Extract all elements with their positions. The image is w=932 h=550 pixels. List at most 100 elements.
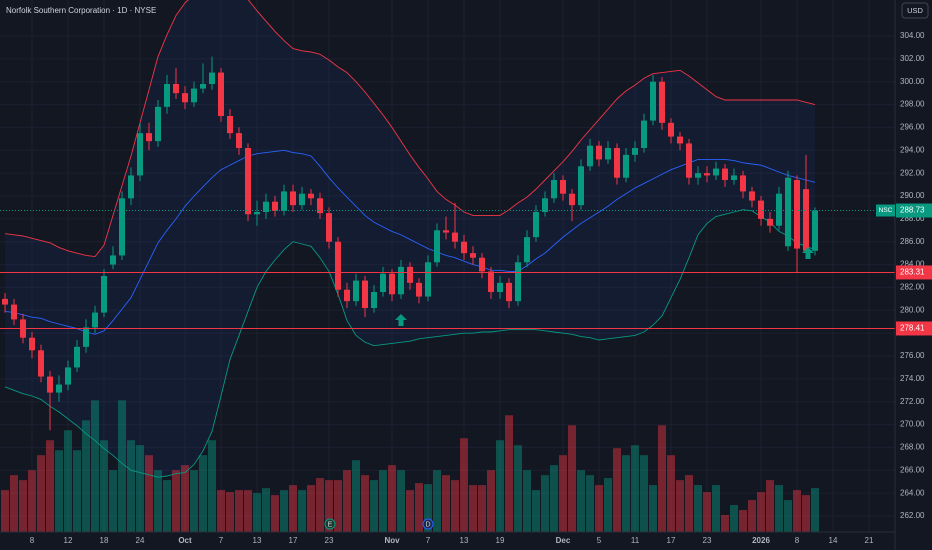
signal-arrow: [802, 247, 814, 259]
candle-body: [452, 232, 458, 242]
event-marker[interactable]: D: [422, 518, 434, 530]
volume-bar: [703, 492, 711, 532]
x-tick-label: Dec: [556, 536, 571, 545]
candle-body: [74, 346, 80, 368]
symbol-label: NSC: [879, 207, 893, 214]
candle-body: [2, 298, 8, 305]
candle-body: [317, 198, 323, 214]
x-tick-label: 18: [100, 536, 109, 545]
y-tick-label: 270.00: [900, 420, 925, 429]
candle-body: [497, 282, 503, 292]
candle-body: [254, 212, 260, 215]
candle-body: [326, 213, 332, 242]
event-marker[interactable]: E: [324, 518, 336, 530]
volume-bar: [118, 400, 126, 532]
candle-body: [308, 193, 314, 199]
y-tick-label: 288.00: [900, 214, 925, 223]
candle-body: [677, 136, 683, 144]
y-tick-label: 298.00: [900, 100, 925, 109]
candle-body: [362, 280, 368, 308]
x-tick-label: 24: [136, 536, 145, 545]
candle-body: [785, 177, 791, 247]
volume-bar: [280, 490, 288, 532]
candle-body: [479, 257, 485, 272]
candle-body: [146, 133, 152, 142]
candle-body: [740, 175, 746, 192]
y-tick-label: 282.00: [900, 283, 925, 292]
volume-bar: [766, 480, 774, 532]
volume-bar: [505, 415, 513, 532]
volume-bar: [163, 480, 171, 532]
volume-bar: [793, 490, 801, 532]
x-tick-label: 7: [426, 536, 431, 545]
volume-bar: [253, 493, 261, 532]
volume-bar: [262, 488, 270, 532]
x-tick-label: 7: [219, 536, 224, 545]
band-line: [4, 149, 816, 335]
volume-bar: [415, 483, 423, 532]
candle-body: [92, 312, 98, 328]
candle-body: [767, 218, 773, 226]
grid: [0, 0, 895, 532]
candle-body: [605, 148, 611, 160]
volume-bar: [523, 470, 531, 532]
volume-bar: [91, 400, 99, 532]
candle-body: [209, 72, 215, 84]
y-tick-label: 296.00: [900, 123, 925, 132]
candle-body: [641, 120, 647, 148]
volume-bar: [676, 480, 684, 532]
y-tick-label: 264.00: [900, 488, 925, 497]
volume-bar: [460, 438, 468, 532]
x-tick-label: 8: [795, 536, 800, 545]
candle-body: [614, 148, 620, 178]
candle-body: [713, 168, 719, 176]
volume-bar: [316, 478, 324, 532]
x-tick-label: 19: [496, 536, 505, 545]
currency-label: USD: [907, 6, 923, 15]
candle-body: [560, 180, 566, 194]
volume-bar: [298, 490, 306, 532]
volume-bar: [586, 475, 594, 532]
volume-bar: [757, 492, 765, 532]
y-tick-label: 280.00: [900, 305, 925, 314]
candle-body: [119, 198, 125, 256]
level-label-box: [896, 265, 932, 280]
y-tick-label: 268.00: [900, 443, 925, 452]
volume-bar: [109, 470, 117, 532]
y-tick-label: 300.00: [900, 77, 925, 86]
candle-body: [515, 262, 521, 302]
volume-bar: [73, 450, 81, 532]
volume-bar: [100, 440, 108, 532]
volume-bar: [541, 475, 549, 532]
candle-body: [596, 145, 602, 160]
volume-bar: [469, 485, 477, 532]
band-fill: [5, 0, 815, 478]
candle-body: [29, 337, 35, 351]
x-tick-label: 11: [631, 536, 640, 545]
band-line: [4, 209, 816, 478]
candle-body: [335, 241, 341, 290]
x-tick-label: 8: [30, 536, 35, 545]
candle-body: [668, 122, 674, 137]
candle-body: [56, 384, 62, 393]
volume-bar: [568, 425, 576, 532]
y-tick-label: 274.00: [900, 374, 925, 383]
volume-bar: [19, 480, 27, 532]
candle-body: [533, 212, 539, 238]
candle-body: [227, 116, 233, 134]
y-tick-label: 294.00: [900, 145, 925, 154]
candle-body: [272, 201, 278, 211]
candle-body: [353, 280, 359, 302]
volume-bar: [190, 470, 198, 532]
volume-bar: [811, 488, 819, 532]
y-tick-label: 302.00: [900, 54, 925, 63]
x-tick-label: 13: [253, 536, 262, 545]
volume-bar: [712, 485, 720, 532]
volume-bar: [514, 445, 522, 532]
volume-bar: [739, 510, 747, 532]
signal-arrow: [395, 314, 407, 326]
currency-button[interactable]: USD: [901, 2, 929, 19]
candle-body: [434, 230, 440, 263]
candle-body: [11, 304, 17, 320]
x-tick-label: Oct: [178, 536, 192, 545]
